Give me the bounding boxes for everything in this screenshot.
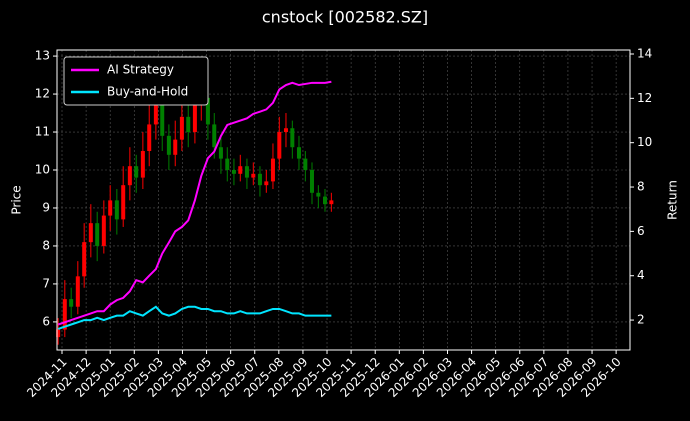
candle-body	[69, 299, 74, 307]
candle-body	[82, 242, 87, 277]
candle-body	[166, 135, 171, 155]
y2-tick-label: 14	[637, 46, 652, 60]
candle-body	[75, 276, 80, 307]
candle-body	[264, 181, 269, 186]
candle-body	[88, 223, 93, 243]
candle-body	[251, 173, 256, 178]
candle-body	[231, 170, 236, 174]
candle-body	[153, 101, 158, 125]
line-series	[57, 305, 332, 330]
candle-body	[101, 215, 106, 246]
candle-body	[329, 200, 334, 205]
candle-body	[127, 166, 132, 186]
candle-body	[108, 200, 113, 216]
candle-body	[173, 139, 178, 155]
candle-body	[56, 329, 61, 338]
candle-body	[134, 166, 139, 178]
candle-body	[62, 299, 67, 330]
y2-tick-label: 12	[637, 91, 652, 105]
candle-body	[290, 128, 295, 148]
y-tick-label: 7	[42, 276, 50, 290]
y2-axis-label: Return	[666, 180, 680, 220]
candle-body	[179, 116, 184, 140]
chart-title: cnstock [002582.SZ]	[262, 8, 428, 27]
candle-body	[270, 158, 275, 182]
y2-tick-label: 10	[637, 135, 652, 149]
candle-body	[277, 132, 282, 159]
candle-body	[309, 170, 314, 193]
candle-body	[140, 151, 145, 178]
candle-body	[238, 166, 243, 174]
y-tick-label: 8	[42, 238, 50, 252]
candle-body	[212, 124, 217, 148]
legend-label: AI Strategy	[107, 63, 174, 77]
candle-body	[121, 185, 126, 220]
legend-label: Buy-and-Hold	[107, 85, 188, 99]
candle-body	[95, 223, 100, 246]
candle-body	[225, 158, 230, 170]
y2-tick-label: 6	[637, 224, 645, 238]
candle-body	[257, 173, 262, 186]
y-axis-label: Price	[10, 185, 24, 214]
y-tick-label: 12	[35, 87, 50, 101]
candle-body	[192, 105, 197, 133]
candle-body	[322, 196, 327, 205]
candle-body	[147, 124, 152, 152]
candle-body	[244, 166, 249, 178]
y-tick-label: 9	[42, 200, 50, 214]
y-tick-label: 10	[35, 163, 50, 177]
candle-body	[218, 147, 223, 159]
candle-body	[186, 116, 191, 133]
y-tick-label: 6	[42, 314, 50, 328]
line-series	[57, 80, 332, 326]
candle-body	[160, 101, 165, 136]
candle-body	[296, 147, 301, 159]
candle-body	[283, 128, 288, 133]
y2-tick-label: 4	[637, 268, 645, 282]
candle-body	[205, 97, 210, 125]
y-tick-label: 13	[35, 49, 50, 63]
y2-tick-label: 8	[637, 180, 645, 194]
y-tick-label: 11	[35, 125, 50, 139]
y2-tick-label: 2	[637, 313, 645, 327]
candle-body	[303, 158, 308, 170]
candle-body	[114, 200, 119, 220]
plot-frame	[56, 49, 631, 351]
legend-box	[63, 56, 209, 106]
candle-body	[316, 192, 321, 197]
